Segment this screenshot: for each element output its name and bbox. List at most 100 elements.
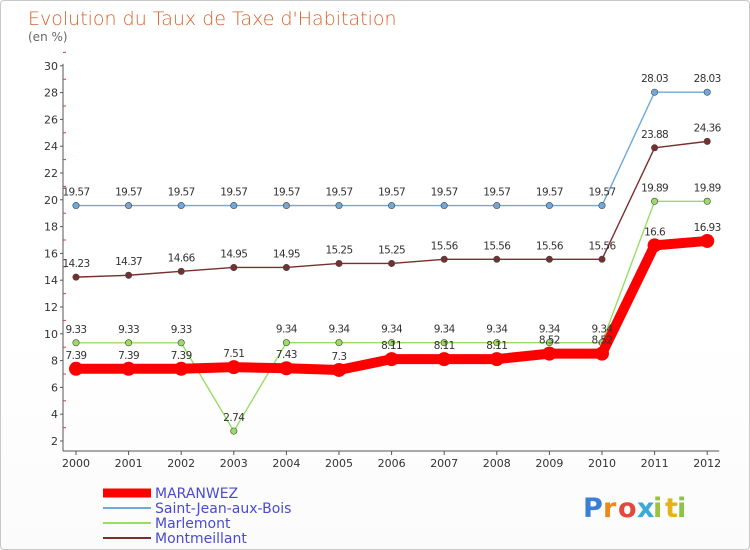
data-point-montmeillant xyxy=(493,255,501,263)
data-point-maranwez xyxy=(69,361,83,376)
data-label-marlemont: 2.74 xyxy=(223,412,245,424)
data-label-montmeillant: 15.56 xyxy=(483,240,511,252)
legend-label-marlemont: Marlemont xyxy=(155,516,231,532)
y-tick-label: 6 xyxy=(51,381,58,394)
data-label-saint-jean-aux-bois: 28.03 xyxy=(641,73,668,85)
data-point-maranwez xyxy=(121,361,136,376)
data-point-montmeillant xyxy=(440,255,448,263)
data-point-saint-jean-aux-bois xyxy=(335,202,343,210)
logo-letter: o xyxy=(618,493,637,524)
x-tick-label: 2011 xyxy=(641,457,669,470)
logo-letter: i xyxy=(653,493,662,524)
data-label-saint-jean-aux-bois: 19.57 xyxy=(378,187,405,199)
data-point-marlemont xyxy=(703,197,711,205)
data-label-marlemont: 19.89 xyxy=(694,182,721,194)
y-tick-label: 28 xyxy=(44,87,58,100)
y-tick-label: 12 xyxy=(44,301,58,314)
y-tick-label: 10 xyxy=(44,328,58,341)
data-label-marlemont: 9.34 xyxy=(434,324,456,336)
data-label-montmeillant: 14.23 xyxy=(62,258,89,270)
data-point-montmeillant xyxy=(72,273,80,281)
data-label-saint-jean-aux-bois: 19.57 xyxy=(325,187,352,199)
legend-label-saint-jean-aux-bois: Saint-Jean-aux-Bois xyxy=(155,501,291,517)
x-tick-label: 2012 xyxy=(693,457,721,470)
data-point-saint-jean-aux-bois xyxy=(651,88,659,96)
y-tick-label: 26 xyxy=(44,113,58,126)
data-label-maranwez: 7.51 xyxy=(223,348,244,360)
x-tick-label: 2005 xyxy=(325,457,353,470)
x-tick-label: 2001 xyxy=(115,457,143,470)
data-point-saint-jean-aux-bois xyxy=(125,202,133,210)
y-tick-label: 16 xyxy=(44,247,58,260)
data-label-saint-jean-aux-bois: 19.57 xyxy=(62,187,89,199)
series-layer xyxy=(69,88,715,435)
data-label-montmeillant: 15.56 xyxy=(588,240,616,252)
data-label-saint-jean-aux-bois: 28.03 xyxy=(694,73,721,85)
legend-label-montmeillant: Montmeillant xyxy=(155,531,247,547)
data-label-montmeillant: 15.25 xyxy=(325,244,352,256)
y-tick-label: 8 xyxy=(51,355,58,368)
data-label-marlemont: 9.34 xyxy=(486,324,508,336)
chart-subtitle: (en %) xyxy=(28,30,68,44)
data-label-saint-jean-aux-bois: 19.57 xyxy=(115,187,142,199)
data-point-maranwez xyxy=(489,352,504,367)
y-tick-label: 4 xyxy=(51,408,58,421)
data-point-montmeillant xyxy=(230,263,238,271)
logo-letter: i xyxy=(677,493,686,524)
data-label-saint-jean-aux-bois: 19.57 xyxy=(431,187,458,199)
y-tick-label: 22 xyxy=(44,167,58,180)
data-point-maranwez xyxy=(595,346,609,361)
data-label-montmeillant: 15.25 xyxy=(378,244,405,256)
y-tick-label: 24 xyxy=(44,140,58,153)
y-tick-label: 18 xyxy=(44,221,58,234)
x-tick-label: 2010 xyxy=(588,457,616,470)
data-point-maranwez xyxy=(174,361,189,376)
data-point-saint-jean-aux-bois xyxy=(230,202,238,210)
data-point-marlemont xyxy=(335,339,343,347)
data-point-montmeillant xyxy=(335,259,343,267)
data-point-maranwez xyxy=(384,352,399,367)
data-label-montmeillant: 24.36 xyxy=(694,122,722,134)
data-point-saint-jean-aux-bois xyxy=(545,202,553,210)
logo-letter: r xyxy=(603,493,617,524)
data-point-maranwez xyxy=(700,233,715,248)
data-label-saint-jean-aux-bois: 19.57 xyxy=(588,187,615,199)
data-point-saint-jean-aux-bois xyxy=(177,202,185,210)
logo-letter: P xyxy=(583,493,603,524)
data-point-saint-jean-aux-bois xyxy=(440,202,448,210)
y-tick-label: 14 xyxy=(44,274,58,287)
data-label-saint-jean-aux-bois: 19.57 xyxy=(168,187,195,199)
data-label-maranwez: 8.11 xyxy=(434,340,455,352)
data-label-montmeillant: 14.66 xyxy=(168,252,196,264)
data-point-maranwez xyxy=(437,352,452,367)
data-point-marlemont xyxy=(72,339,80,347)
data-point-marlemont xyxy=(125,339,133,347)
data-point-marlemont xyxy=(388,339,396,347)
data-label-maranwez: 7.39 xyxy=(171,350,192,362)
y-tick-label: 2 xyxy=(51,435,58,448)
data-point-maranwez xyxy=(279,361,294,376)
data-label-maranwez: 7.39 xyxy=(118,350,139,362)
data-label-marlemont: 9.34 xyxy=(592,324,614,336)
y-tick-label: 30 xyxy=(44,60,58,73)
data-label-saint-jean-aux-bois: 19.57 xyxy=(483,187,510,199)
data-point-saint-jean-aux-bois xyxy=(72,202,80,210)
data-label-montmeillant: 23.88 xyxy=(641,129,668,141)
data-label-marlemont: 19.89 xyxy=(641,182,668,194)
data-point-maranwez xyxy=(647,238,662,253)
data-label-marlemont: 9.33 xyxy=(118,324,139,336)
y-tick-label: 20 xyxy=(44,194,58,207)
x-tick-label: 2006 xyxy=(378,457,406,470)
data-labels-layer: 19.57 19.57 19.57 19.57 19.57 19.57 19.57 19.57… xyxy=(62,73,722,424)
data-label-saint-jean-aux-bois: 19.57 xyxy=(536,187,563,199)
data-label-montmeillant: 15.56 xyxy=(536,240,564,252)
data-point-saint-jean-aux-bois xyxy=(388,202,396,210)
data-label-maranwez: 8.52 xyxy=(592,335,613,347)
data-point-saint-jean-aux-bois xyxy=(493,202,501,210)
data-point-montmeillant xyxy=(598,255,606,263)
data-point-montmeillant xyxy=(125,271,133,279)
x-tick-label: 2007 xyxy=(430,457,458,470)
data-point-montmeillant xyxy=(545,255,553,263)
